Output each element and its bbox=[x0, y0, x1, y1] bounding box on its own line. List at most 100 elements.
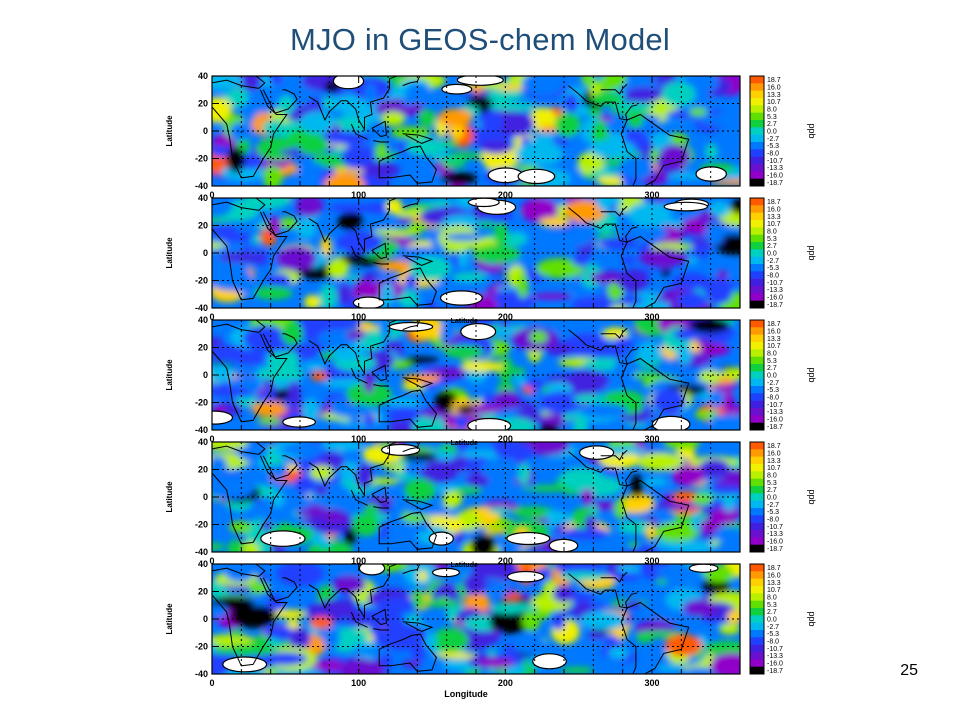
contour-blob bbox=[212, 455, 228, 476]
colorbar-swatch bbox=[750, 90, 764, 99]
coastline bbox=[350, 123, 368, 140]
coastline bbox=[402, 564, 421, 575]
contour-blob bbox=[723, 497, 736, 512]
contour-blob bbox=[655, 578, 668, 585]
contour-blob bbox=[491, 603, 527, 614]
contour-extreme bbox=[487, 167, 524, 184]
coastline bbox=[371, 608, 388, 626]
contour-extreme bbox=[651, 415, 691, 430]
contour-blob bbox=[288, 380, 301, 407]
contour-blob bbox=[417, 570, 428, 582]
x-tick-label: 300 bbox=[644, 190, 659, 200]
coastline bbox=[262, 89, 298, 114]
contour-blob bbox=[520, 198, 559, 223]
contour-blob bbox=[405, 83, 432, 105]
colorbar-level-label: -8.0 bbox=[767, 517, 779, 524]
colorbar-level-label: -8.0 bbox=[767, 639, 779, 646]
contour-blob bbox=[699, 114, 732, 126]
colorbar-level-label: -16.0 bbox=[767, 417, 783, 424]
coastline bbox=[378, 145, 437, 184]
contour-blob bbox=[297, 135, 329, 155]
contour-blob bbox=[337, 283, 352, 306]
contour-blob bbox=[589, 170, 621, 177]
contour-blob bbox=[515, 142, 564, 167]
coastline bbox=[620, 601, 690, 674]
colorbar-swatch bbox=[750, 171, 764, 179]
contour-blob bbox=[304, 294, 322, 308]
colorbar-level-label: -5.3 bbox=[767, 631, 779, 638]
contour-blob bbox=[689, 107, 707, 117]
coastline bbox=[350, 245, 368, 262]
y-tick-label: -20 bbox=[195, 520, 208, 530]
contour-blob bbox=[387, 397, 421, 408]
coastline bbox=[308, 320, 397, 376]
y-tick-label: -40 bbox=[195, 303, 208, 313]
x-tick-label: 0 bbox=[209, 678, 214, 688]
colorbar-swatch bbox=[750, 522, 764, 531]
contour-blob bbox=[705, 281, 733, 305]
x-tick-label: 200 bbox=[498, 434, 513, 444]
contour-extreme bbox=[381, 443, 421, 456]
colorbar-swatch bbox=[750, 149, 764, 157]
y-tick-label: -20 bbox=[195, 642, 208, 652]
y-tick-label: 20 bbox=[198, 221, 208, 231]
colorbar-swatch bbox=[750, 178, 764, 187]
colorbar-level-label: -10.7 bbox=[767, 402, 783, 409]
contour-blob bbox=[494, 222, 508, 246]
x-tick-label: 300 bbox=[644, 556, 659, 566]
contour-blob bbox=[239, 76, 262, 91]
colorbar-level-label: 2.7 bbox=[767, 609, 777, 616]
coastline bbox=[568, 85, 638, 121]
contour-extreme bbox=[222, 656, 268, 673]
contour-blob bbox=[727, 610, 740, 624]
coastline bbox=[620, 113, 690, 186]
colorbar-swatch bbox=[750, 652, 764, 660]
y-axis-label: Latitude bbox=[165, 115, 174, 147]
contour-blob bbox=[419, 459, 459, 483]
contour-blob bbox=[364, 83, 377, 105]
colorbar-level-label: 10.7 bbox=[767, 343, 781, 350]
contour-blob bbox=[302, 362, 326, 370]
contour-blob bbox=[242, 507, 284, 515]
contour-blob bbox=[307, 659, 346, 672]
contour-blob bbox=[614, 624, 628, 640]
x-tick-label: 0 bbox=[209, 556, 214, 566]
colorbar-swatch bbox=[750, 637, 764, 645]
contour-blob bbox=[212, 266, 251, 291]
contour-blob bbox=[584, 514, 597, 531]
colorbar-swatch bbox=[750, 205, 764, 213]
coastline bbox=[622, 625, 637, 674]
colorbar-level-label: -2.7 bbox=[767, 624, 779, 631]
coastline bbox=[350, 611, 368, 628]
colorbar-swatch bbox=[750, 508, 764, 516]
x-tick-label: 100 bbox=[351, 190, 366, 200]
contour-extreme bbox=[467, 417, 512, 430]
colorbar-level-label: -8.0 bbox=[767, 151, 779, 158]
colorbar-swatch bbox=[750, 334, 764, 343]
contour-blob bbox=[314, 599, 355, 620]
contour-blob bbox=[471, 564, 518, 579]
coastline bbox=[600, 571, 628, 583]
colorbar-swatch bbox=[750, 500, 764, 509]
colorbar-level-label: 13.3 bbox=[767, 458, 781, 465]
contour-blob bbox=[522, 484, 572, 492]
contour-blob bbox=[627, 202, 672, 227]
contour-blob bbox=[531, 293, 572, 300]
y-tick-label: -40 bbox=[195, 425, 208, 435]
colorbar-swatch bbox=[750, 422, 764, 431]
colorbar-unit-label: ppb bbox=[807, 123, 817, 138]
contour-extreme bbox=[506, 570, 545, 583]
colorbar-swatch bbox=[750, 544, 764, 553]
contour-blob bbox=[256, 365, 305, 381]
colorbar-level-label: -16.0 bbox=[767, 661, 783, 668]
colorbar-swatch bbox=[750, 571, 764, 579]
coastline bbox=[350, 367, 368, 384]
contour-extreme bbox=[695, 166, 727, 182]
contour-blob bbox=[708, 485, 740, 495]
coastline bbox=[371, 486, 388, 504]
colorbar-swatch bbox=[750, 256, 764, 265]
contour-blob bbox=[700, 518, 720, 533]
coastline bbox=[622, 259, 637, 308]
contour-blob bbox=[544, 510, 569, 522]
